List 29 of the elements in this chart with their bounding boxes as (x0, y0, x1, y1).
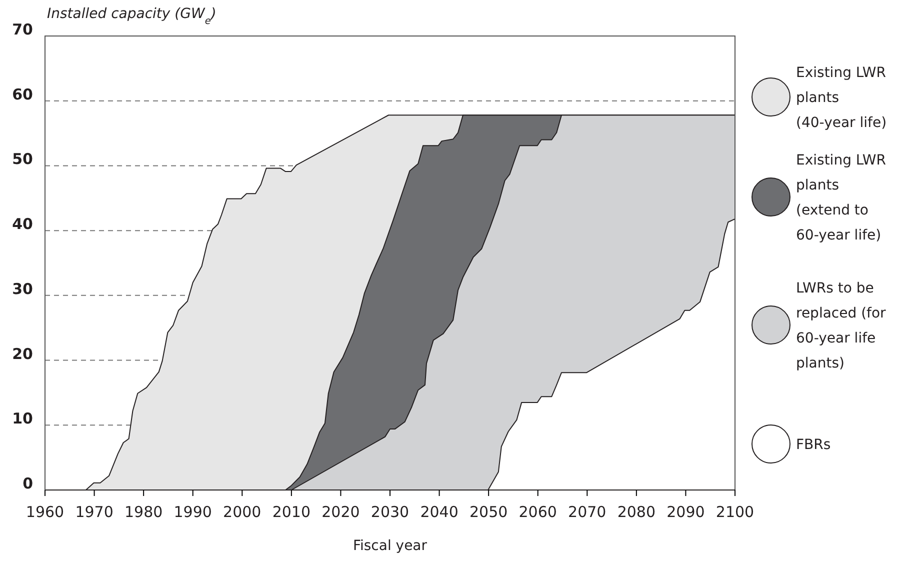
y-tick-label: 10 (12, 410, 33, 428)
x-tick-label: 2100 (716, 503, 754, 521)
y-tick-label: 50 (12, 150, 33, 168)
y-tick-label: 20 (12, 344, 33, 363)
x-tick-label: 1990 (174, 503, 212, 521)
x-axis-title: Fiscal year (352, 538, 428, 554)
x-tick-label: 2050 (469, 503, 508, 521)
x-tick-label: 2060 (518, 503, 557, 521)
text: Existing LWR plants (40-year life) (796, 65, 887, 131)
y-tick-label: 60 (12, 85, 33, 104)
text: FBRs (796, 437, 831, 453)
x-tick-label: 2080 (617, 503, 656, 521)
x-tick-label: 2090 (666, 503, 705, 521)
x-tick-label: 2010 (272, 503, 311, 521)
x-tick-label: 1970 (75, 503, 114, 521)
x-tick-label: 2000 (223, 503, 262, 521)
y-axis-title: Installed capacity (GW$_{e}$) (47, 6, 216, 26)
text: LWRs to be replaced (for 60-year life plants) (796, 280, 886, 372)
y-tick-label: 30 (12, 280, 33, 298)
x-tick-label: 1980 (124, 503, 163, 521)
y-tick-label: 70 (12, 20, 33, 38)
x-tick-label: 2030 (370, 503, 410, 521)
x-tick-label: 2020 (322, 503, 360, 521)
y-tick-label: 40 (12, 215, 33, 234)
x-tick-label: 2040 (420, 503, 458, 521)
y-tick-label: 0 (22, 474, 33, 492)
text: Existing LWR plants (extend to 60-year life) (796, 152, 886, 244)
x-tick-label: 1960 (26, 503, 64, 521)
x-tick-label: 2070 (568, 503, 606, 521)
